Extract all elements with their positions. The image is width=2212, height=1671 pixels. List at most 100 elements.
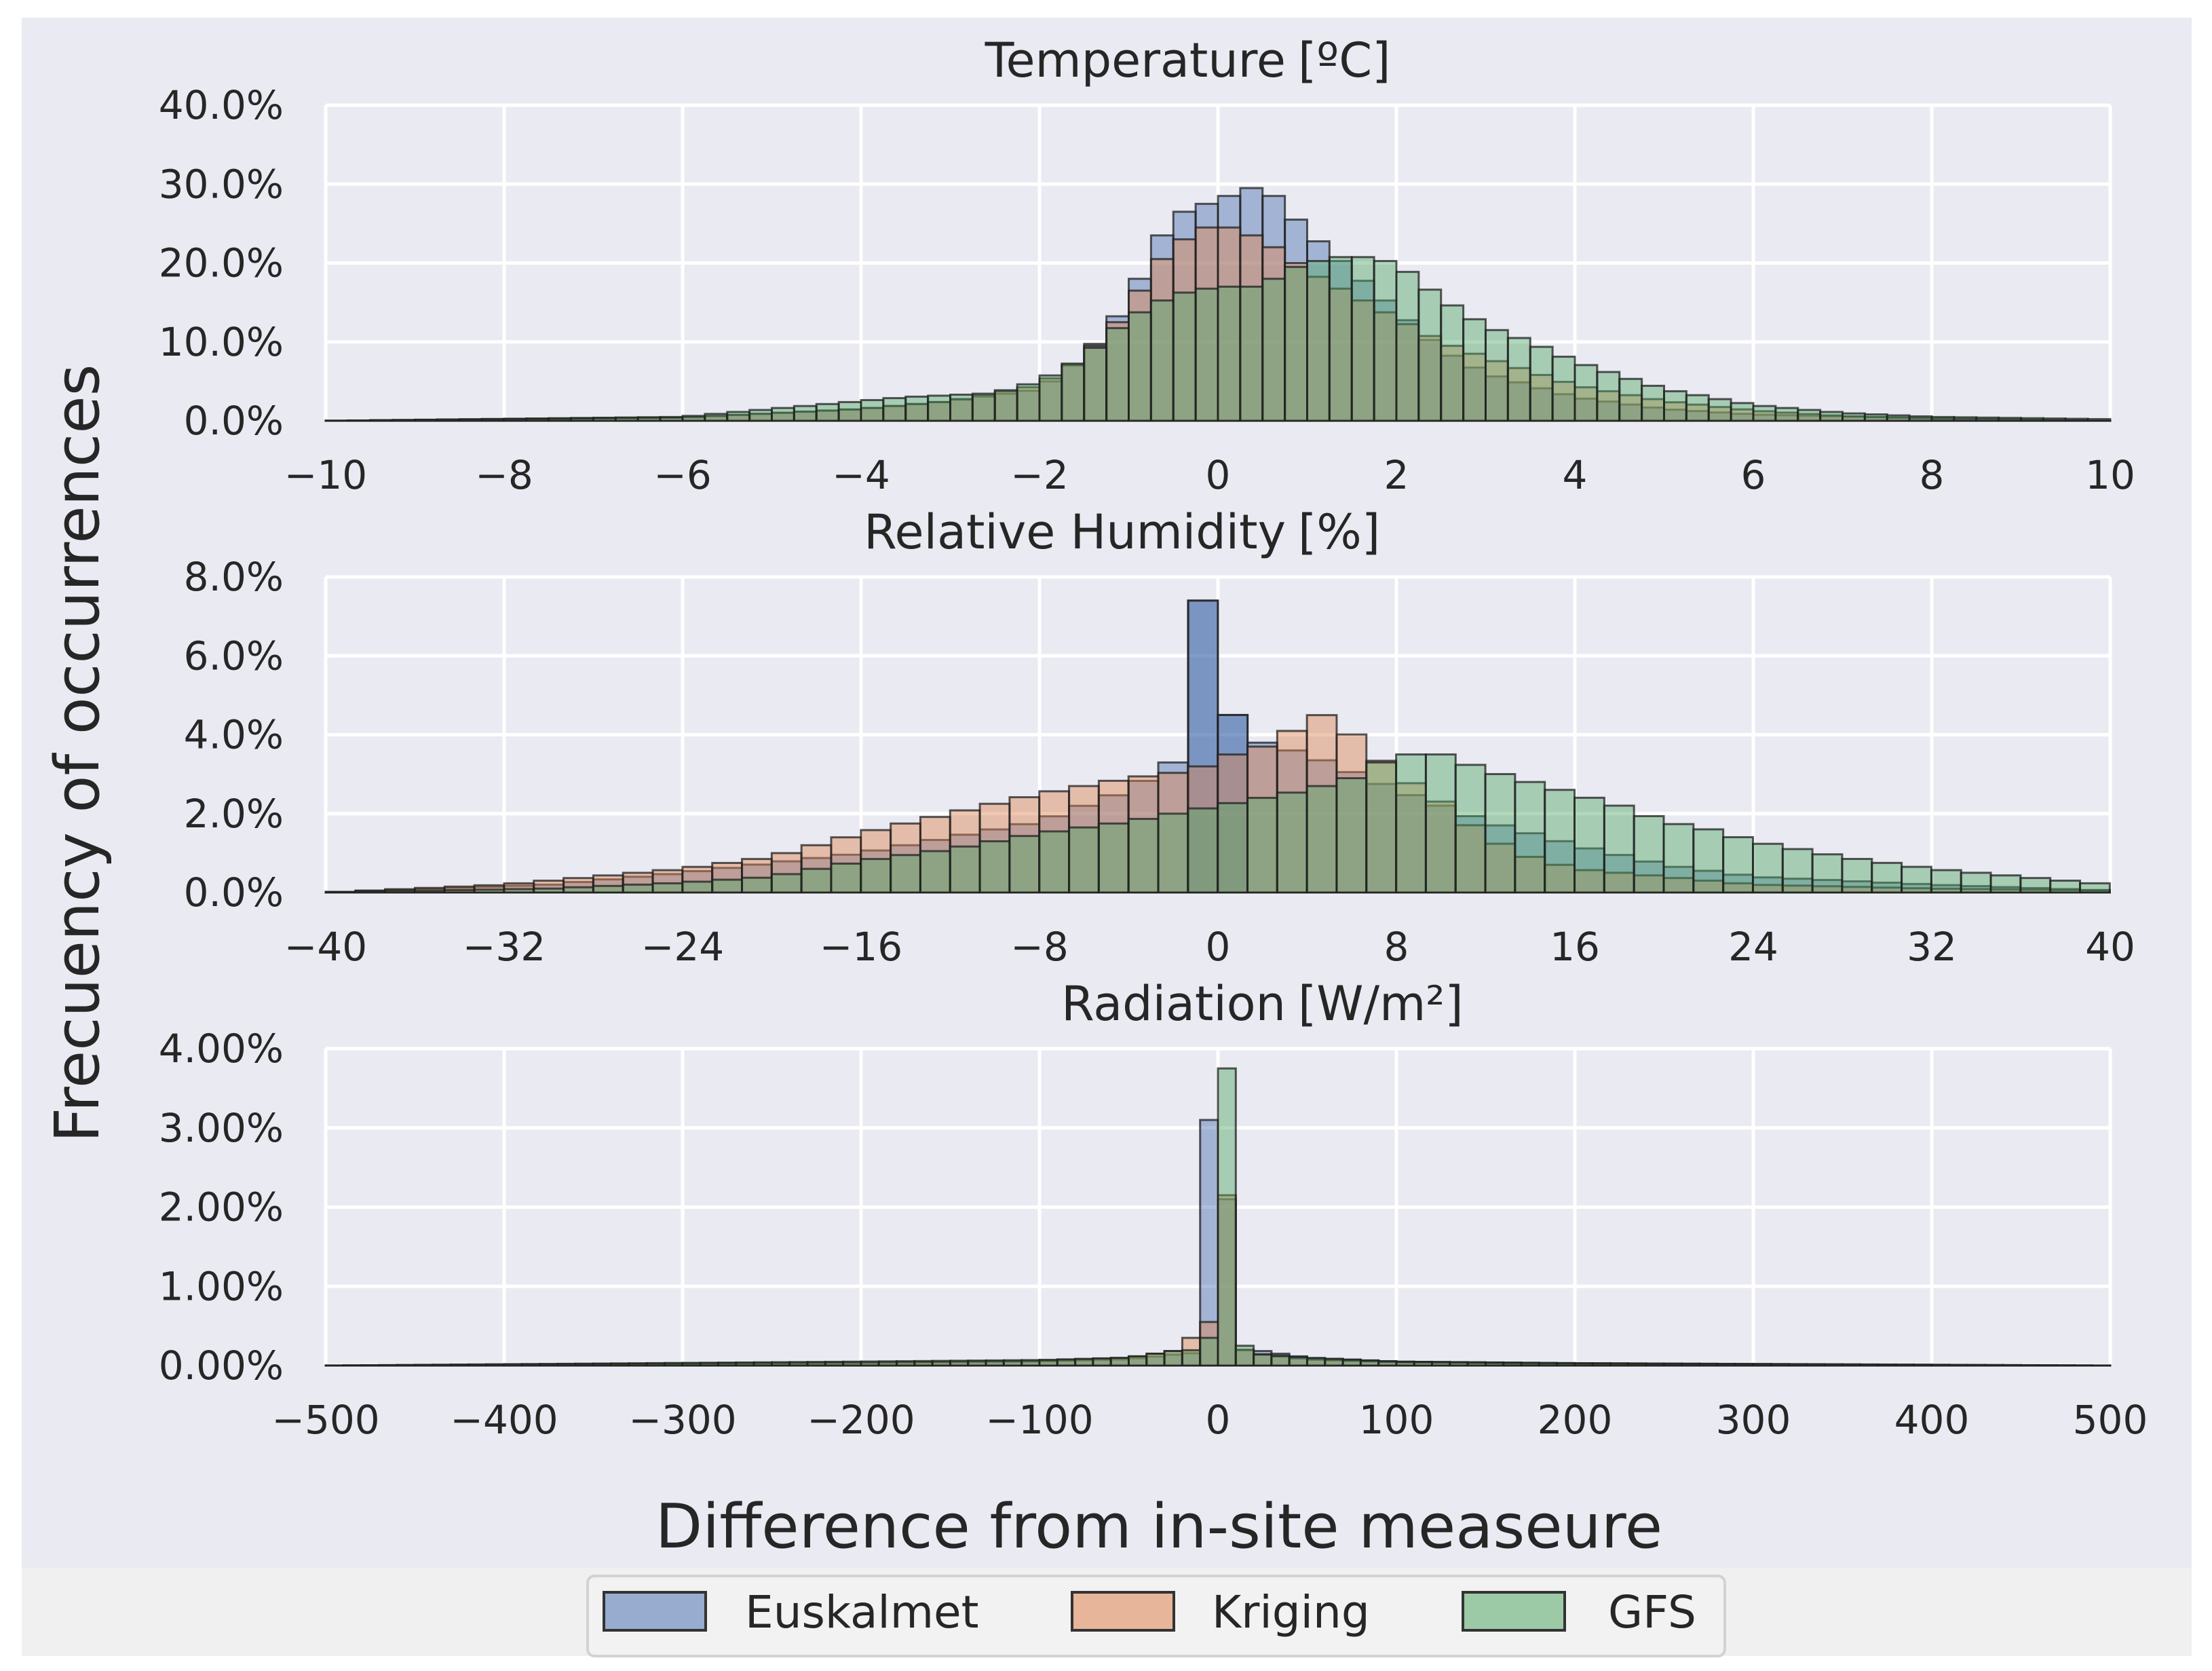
bar-kriging bbox=[1105, 321, 1130, 422]
bar-gfs bbox=[1538, 1362, 1559, 1367]
bar-gfs bbox=[927, 394, 951, 422]
bar-gfs bbox=[1913, 1364, 1933, 1367]
bar-gfs bbox=[2042, 417, 2067, 422]
panel-title: Radiation bbox=[1061, 976, 1286, 1032]
bar-gfs bbox=[1998, 417, 2022, 422]
legend-label-gfs: GFS bbox=[1608, 1586, 1696, 1638]
bar-gfs bbox=[1953, 416, 1978, 422]
bar-gfs bbox=[1722, 836, 1754, 894]
bar-gfs bbox=[1217, 1067, 1237, 1367]
bar-gfs bbox=[525, 417, 550, 422]
bar-gfs bbox=[1431, 1361, 1451, 1367]
bar-gfs bbox=[1083, 346, 1108, 422]
bar-gfs bbox=[1960, 871, 1992, 894]
bar-gfs bbox=[1145, 1352, 1166, 1367]
bar-gfs bbox=[1373, 260, 1398, 422]
x-tick-label: 16 bbox=[1550, 924, 1600, 970]
bar-gfs bbox=[1485, 328, 1509, 422]
bar-gfs bbox=[1681, 1362, 1701, 1367]
bar-gfs bbox=[806, 1361, 826, 1367]
x-tick-label: −8 bbox=[475, 452, 533, 498]
bar-gfs bbox=[443, 889, 476, 894]
bar-gfs bbox=[1859, 1363, 1880, 1367]
bar-gfs bbox=[1449, 1361, 1469, 1367]
bar-kriging bbox=[1454, 824, 1487, 894]
bar-gfs bbox=[414, 418, 438, 422]
bar-gfs bbox=[1485, 1361, 1505, 1367]
bar-gfs bbox=[2020, 1364, 2040, 1367]
bar-gfs bbox=[436, 418, 461, 422]
bar-gfs bbox=[993, 389, 1018, 422]
bar-gfs bbox=[2064, 417, 2089, 422]
bar-gfs bbox=[645, 1362, 666, 1367]
bar-gfs bbox=[503, 1363, 523, 1367]
bar-gfs bbox=[1335, 777, 1368, 894]
bar-gfs bbox=[1734, 1363, 1755, 1367]
bar-gfs bbox=[1181, 1349, 1202, 1367]
bar-gfs bbox=[793, 405, 818, 422]
bar-euskalmet bbox=[1633, 860, 1665, 894]
bar-gfs bbox=[1417, 288, 1443, 422]
x-tick-label: 8 bbox=[1920, 452, 1945, 498]
bar-gfs bbox=[1097, 822, 1130, 894]
bar-gfs bbox=[1529, 345, 1554, 422]
bar-kriging bbox=[741, 858, 773, 894]
bar-gfs bbox=[485, 1363, 506, 1367]
bar-gfs bbox=[354, 890, 387, 894]
bar-gfs bbox=[1596, 371, 1621, 422]
bar-kriging bbox=[1395, 323, 1420, 422]
x-tick-label: 500 bbox=[2073, 1397, 2148, 1443]
bar-gfs bbox=[1574, 364, 1599, 422]
bar-gfs bbox=[824, 1360, 845, 1367]
x-tick-label: 4 bbox=[1563, 452, 1588, 498]
x-tick-label: 0 bbox=[1206, 452, 1231, 498]
bar-gfs bbox=[592, 1362, 613, 1367]
bar-kriging bbox=[1217, 226, 1242, 422]
bar-gfs bbox=[1395, 271, 1420, 422]
panel-unit: [ºC] bbox=[1298, 33, 1390, 88]
x-tick-label: 0 bbox=[1206, 924, 1231, 970]
y-tick-label: 30.0% bbox=[159, 161, 284, 207]
bar-gfs bbox=[1989, 874, 2022, 894]
bar-gfs bbox=[1157, 812, 1189, 894]
bar-gfs bbox=[1149, 299, 1175, 422]
bar-gfs bbox=[473, 888, 506, 894]
bar-gfs bbox=[503, 888, 535, 894]
bar-gfs bbox=[432, 1364, 452, 1367]
bar-kriging bbox=[1149, 258, 1175, 422]
bar-gfs bbox=[1698, 1362, 1719, 1367]
bar-gfs bbox=[1270, 1354, 1291, 1367]
y-tick-label: 8.0% bbox=[184, 554, 284, 600]
x-tick-label: 32 bbox=[1907, 924, 1957, 970]
bar-euskalmet bbox=[1305, 759, 1338, 894]
legend: Euskalmet Kriging GFS bbox=[586, 1575, 1726, 1657]
bar-gfs bbox=[458, 418, 483, 422]
bar-gfs bbox=[1797, 409, 1822, 422]
bar-gfs bbox=[503, 417, 528, 422]
bar-gfs bbox=[1930, 869, 1962, 894]
bar-gfs bbox=[347, 419, 372, 422]
panel-unit: [W/m²] bbox=[1298, 976, 1464, 1032]
bar-euskalmet bbox=[1276, 749, 1308, 894]
bar-gfs bbox=[1172, 291, 1197, 422]
bar-gfs bbox=[533, 887, 565, 894]
bar-gfs bbox=[1284, 265, 1308, 422]
bar-gfs bbox=[711, 878, 744, 894]
bar-gfs bbox=[1788, 1363, 1808, 1367]
y-tick-label: 1.00% bbox=[159, 1263, 284, 1309]
bar-gfs bbox=[830, 862, 862, 894]
bar-gfs bbox=[574, 1362, 595, 1367]
bar-gfs bbox=[1645, 1362, 1665, 1367]
bar-gfs bbox=[1163, 1350, 1183, 1367]
bar-gfs bbox=[1484, 773, 1517, 894]
bar-gfs bbox=[978, 840, 1011, 894]
bar-gfs bbox=[788, 1361, 809, 1367]
bar-gfs bbox=[378, 1364, 398, 1367]
bar-gfs bbox=[1246, 797, 1278, 894]
bar-gfs bbox=[413, 889, 446, 894]
x-tick-label: −500 bbox=[271, 1397, 379, 1443]
x-tick-label: 8 bbox=[1384, 924, 1409, 970]
bar-gfs bbox=[1627, 1362, 1647, 1367]
bar-gfs bbox=[949, 845, 981, 894]
